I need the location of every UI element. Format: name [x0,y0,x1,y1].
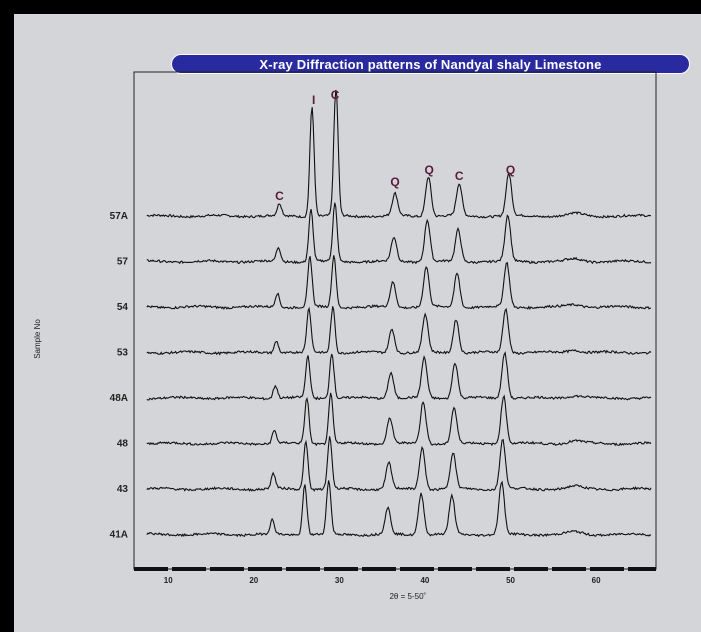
chart-panel: X-ray Diffraction patterns of Nandyal sh… [14,14,701,632]
peak-label: Q [425,163,434,177]
x-tick-label: 30 [335,576,344,585]
diffraction-trace [146,436,652,492]
diffraction-trace [146,202,652,265]
sample-label: 53 [117,348,129,359]
sample-label: 57A [110,211,128,222]
peak-label: C [275,189,284,203]
x-tick-label: 60 [592,576,601,585]
peak-label: I [312,93,315,107]
sample-label: 43 [117,484,129,495]
chart-title: X-ray Diffraction patterns of Nandyal sh… [171,54,690,74]
sample-label: 54 [117,302,129,313]
diffraction-trace [146,306,652,356]
peak-label: Q [506,163,515,177]
sample-label: 48A [110,393,128,404]
peak-label: C [455,169,464,183]
y-axis-label: Sample No [33,319,42,359]
sample-label: 41A [110,530,128,541]
xrd-chart: 10 20 30 40 50 60 2θ = 5-50˚ Sample No 57A 57 54 53… [33,71,657,601]
peak-label: Q [390,175,399,189]
peak-label: C [331,88,340,102]
x-tick-label: 40 [420,576,429,585]
x-tick-label: 20 [249,576,258,585]
diffraction-trace [146,255,652,310]
diffraction-trace [146,392,652,447]
x-tick-label: 10 [164,576,173,585]
sample-label: 57 [117,257,129,268]
diffraction-trace [146,89,652,219]
diffraction-trace [146,351,652,401]
plot-frame [133,71,657,570]
x-tick-label: 50 [506,576,515,585]
diffraction-trace [146,480,652,538]
x-axis-label: 2θ = 5-50˚ [389,592,426,601]
sample-label: 48 [117,439,129,450]
